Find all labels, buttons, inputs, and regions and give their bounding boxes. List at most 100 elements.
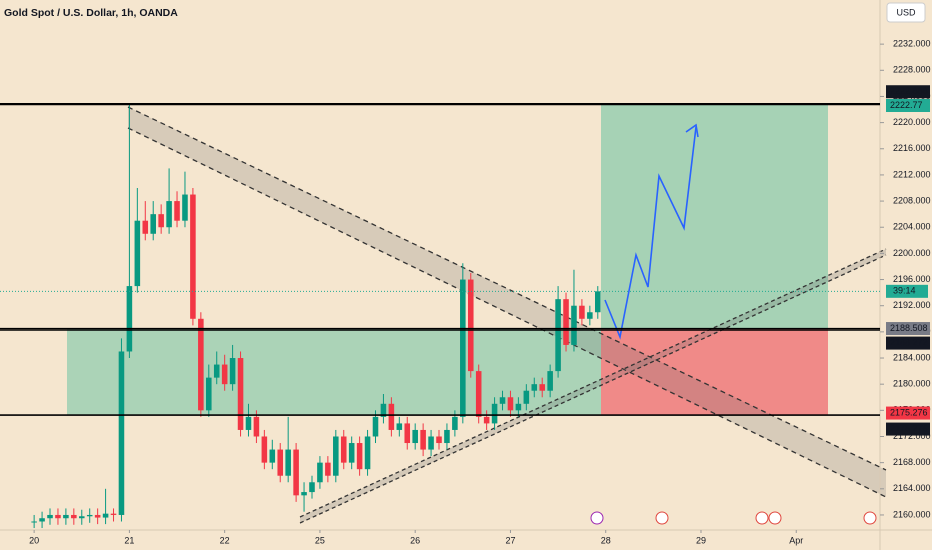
candle-body	[182, 194, 188, 221]
candle-body	[198, 318, 204, 411]
candle-body	[309, 482, 315, 493]
candle-body	[483, 416, 490, 424]
candle-body	[571, 305, 577, 345]
x-tick-label: 22	[220, 535, 230, 545]
candle-body	[444, 429, 450, 444]
y-tick-label: 2216.000	[893, 143, 931, 153]
y-tick-label: 2168.000	[893, 457, 931, 467]
candle-body	[317, 462, 323, 483]
event-icon[interactable]	[755, 511, 769, 525]
candle-body	[55, 514, 61, 519]
candle-body	[47, 514, 53, 519]
level-label: 2175.276	[890, 407, 928, 417]
projection-arrow	[604, 126, 697, 340]
support-zone	[67, 329, 601, 415]
level-tag	[886, 85, 930, 99]
channel-line	[299, 248, 887, 518]
candle-body	[110, 513, 117, 515]
candle-body	[547, 371, 553, 391]
y-tick-label: 2196.000	[893, 274, 931, 284]
event-icon[interactable]	[590, 511, 604, 525]
candle-body	[213, 364, 220, 378]
y-tick-label: 2220.000	[893, 117, 931, 127]
candle-body	[237, 358, 244, 430]
candle-body	[579, 305, 585, 319]
candle-body	[269, 449, 276, 463]
currency: USD	[896, 7, 916, 17]
y-tick-label: 2212.000	[893, 169, 931, 179]
candle-body	[166, 201, 172, 228]
candle-body	[515, 403, 522, 411]
candle-body	[325, 462, 331, 476]
currency-button[interactable]	[886, 2, 926, 23]
candle-body	[142, 220, 149, 234]
candle-body	[388, 403, 395, 430]
level-tag	[886, 336, 930, 350]
x-tick-label: 21	[124, 535, 134, 545]
y-tick-label: 2160.000	[893, 509, 931, 519]
channel-line	[299, 254, 887, 524]
candle-body	[348, 443, 355, 463]
candle-body	[206, 377, 212, 411]
candle-body	[491, 403, 498, 424]
candle-body	[372, 416, 379, 437]
candle-body	[404, 423, 411, 444]
candle-body	[587, 312, 593, 319]
candle-body	[499, 397, 506, 404]
x-tick-label: 26	[410, 535, 420, 545]
level-label: 2188.272	[890, 337, 928, 347]
candle-body	[563, 299, 569, 345]
stop-zone	[601, 329, 828, 415]
y-tick-label: 2200.000	[893, 248, 931, 258]
level-label: 2188.508	[890, 323, 928, 333]
candle-body	[467, 279, 474, 372]
y-tick-label: 2184.000	[893, 352, 931, 362]
candle-body	[277, 449, 284, 476]
event-icon[interactable]	[655, 511, 669, 525]
y-tick-label: 2204.000	[893, 222, 931, 232]
candle-body	[190, 194, 196, 319]
y-tick-label: 2228.000	[893, 65, 931, 75]
x-tick-label: 28	[601, 535, 611, 545]
descending-channel	[128, 107, 886, 497]
candle-body	[507, 397, 514, 411]
event-icon[interactable]	[768, 511, 782, 525]
candle-body	[39, 518, 45, 522]
x-tick-label: 20	[29, 535, 39, 545]
marks	[31, 103, 601, 529]
candle-body	[452, 416, 458, 430]
level-tag	[886, 406, 930, 420]
candle-body	[364, 436, 371, 470]
candle-body	[396, 423, 403, 430]
candle-body	[475, 371, 482, 417]
level-tag	[886, 422, 930, 436]
candle-body	[293, 449, 299, 496]
rising-channel	[300, 249, 886, 523]
event-icon[interactable]	[863, 511, 877, 525]
candle-body	[31, 521, 37, 523]
chart-title: Gold Spot / U.S. Dollar, 1h, OANDA	[4, 7, 178, 19]
level-label: 2175.276	[890, 423, 928, 433]
candle-body	[71, 514, 77, 519]
x-tick-label: Apr	[789, 535, 803, 545]
candle-body	[555, 299, 561, 372]
candle-body	[460, 279, 466, 417]
candle-body	[245, 416, 252, 430]
level-tag	[886, 322, 930, 336]
candle-body	[428, 436, 434, 450]
x-tick-label: 25	[315, 535, 325, 545]
candle-body	[285, 449, 291, 476]
candle-body	[126, 286, 133, 352]
level-label: 2222.77	[890, 100, 923, 110]
candle-body	[86, 514, 93, 517]
candle-body	[229, 358, 236, 385]
candle-body	[134, 220, 141, 287]
y-tick-label: 2192.000	[893, 300, 931, 310]
candle-body	[221, 364, 228, 385]
candle-body	[340, 436, 347, 463]
candle-body	[158, 214, 164, 228]
candle-body	[380, 403, 387, 417]
candle-body	[412, 429, 418, 444]
